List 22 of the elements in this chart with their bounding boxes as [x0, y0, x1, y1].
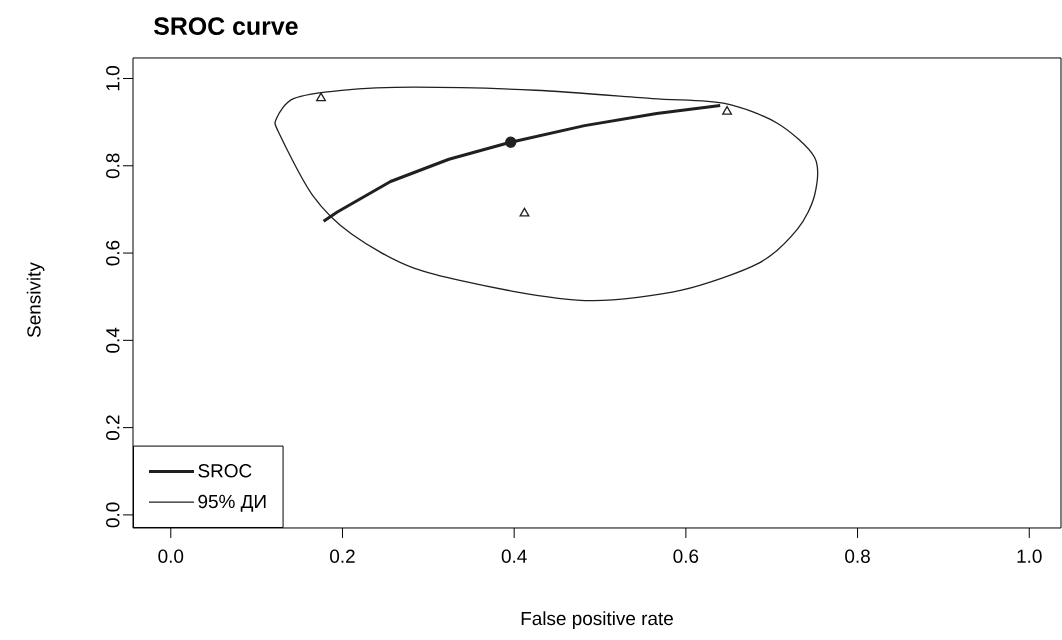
point	[519, 207, 530, 217]
x-axis-title: False positive rate	[521, 611, 673, 629]
point	[722, 106, 733, 115]
chart-title: SROC curve	[153, 17, 298, 35]
x-tick-label: 0.0	[158, 549, 184, 563]
line-series	[322, 104, 722, 223]
y-tick-label: 1.0	[106, 66, 120, 91]
y-tick-label: 0.4	[106, 327, 120, 353]
point	[316, 92, 326, 102]
y-tick-label: 0.2	[106, 415, 120, 441]
y-tick-label: 0.6	[106, 240, 120, 266]
x-tick-label: 0.8	[845, 549, 870, 563]
y-tick-label: 0.0	[106, 502, 120, 528]
x-tick-label: 0.6	[673, 549, 699, 563]
legend-label: 95% ДИ	[198, 494, 266, 512]
x-tick-label: 0.4	[501, 549, 527, 563]
y-axis-title: Sensivity	[26, 262, 45, 338]
point	[505, 136, 517, 148]
legend-label: SROC	[198, 464, 252, 478]
y-tick-label: 0.8	[106, 153, 120, 179]
x-tick-label: 1.0	[1017, 549, 1042, 563]
x-tick-label: 0.2	[330, 549, 355, 563]
